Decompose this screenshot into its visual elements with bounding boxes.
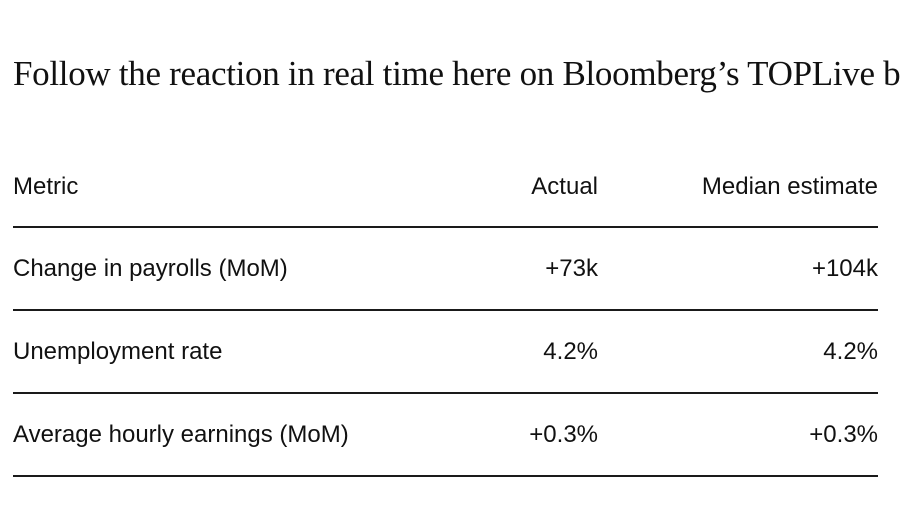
headline-link[interactable]: Follow the reaction in real time here on… [13, 54, 900, 93]
table-row: Change in payrolls (MoM) +73k +104k [13, 228, 878, 311]
table-row: Unemployment rate 4.2% 4.2% [13, 311, 878, 394]
table-header-row: Metric Actual Median estimate [13, 146, 878, 228]
actual-cell: +0.3% [529, 421, 598, 448]
actual-cell: +73k [545, 255, 598, 282]
metric-cell: Change in payrolls (MoM) [13, 255, 288, 282]
median-estimate-cell: +104k [811, 255, 878, 282]
median-estimate-cell: 4.2% [823, 338, 878, 365]
actual-cell: 4.2% [543, 338, 598, 365]
median-estimate-cell: +0.3% [809, 421, 878, 448]
metric-cell: Unemployment rate [13, 338, 223, 365]
column-header-median-estimate: Median estimate [701, 173, 878, 200]
data-table: Metric Actual Median estimate Change in … [13, 146, 878, 477]
table-row: Average hourly earnings (MoM) +0.3% +0.3… [13, 394, 878, 477]
column-header-metric: Metric [13, 173, 79, 200]
column-header-actual: Actual [531, 173, 598, 200]
metric-cell: Average hourly earnings (MoM) [13, 421, 349, 448]
